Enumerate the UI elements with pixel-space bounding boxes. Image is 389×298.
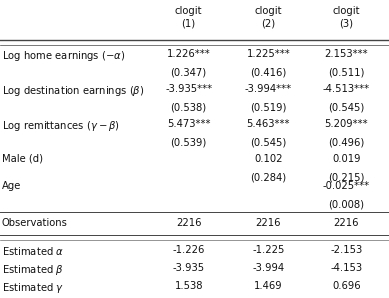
Text: Log remittances $(\gamma - \beta)$: Log remittances $(\gamma - \beta)$ — [2, 119, 120, 133]
Text: Log home earnings $(-\alpha)$: Log home earnings $(-\alpha)$ — [2, 49, 125, 63]
Text: 5.463***: 5.463*** — [247, 119, 290, 129]
Text: -3.935***: -3.935*** — [165, 84, 212, 94]
Text: 5.473***: 5.473*** — [167, 119, 210, 129]
Text: 2216: 2216 — [333, 218, 359, 228]
Text: Estimated $\beta$: Estimated $\beta$ — [2, 263, 64, 277]
Text: clogit
(3): clogit (3) — [333, 6, 360, 28]
Text: (0.519): (0.519) — [250, 103, 287, 113]
Text: -3.994: -3.994 — [252, 263, 284, 273]
Text: (0.215): (0.215) — [328, 172, 364, 182]
Text: (0.545): (0.545) — [328, 103, 364, 113]
Text: -0.025***: -0.025*** — [322, 181, 370, 191]
Text: Male (d): Male (d) — [2, 154, 43, 164]
Text: -1.226: -1.226 — [172, 245, 205, 255]
Text: 2.153***: 2.153*** — [324, 49, 368, 59]
Text: 1.469: 1.469 — [254, 281, 283, 291]
Text: 2216: 2216 — [256, 218, 281, 228]
Text: (0.545): (0.545) — [250, 137, 287, 148]
Text: (0.008): (0.008) — [328, 200, 364, 210]
Text: clogit
(2): clogit (2) — [255, 6, 282, 28]
Text: Estimated $\alpha$: Estimated $\alpha$ — [2, 245, 64, 257]
Text: Observations: Observations — [2, 218, 68, 228]
Text: 0.019: 0.019 — [332, 154, 361, 164]
Text: 1.225***: 1.225*** — [247, 49, 290, 59]
Text: Estimated $\gamma$: Estimated $\gamma$ — [2, 281, 64, 295]
Text: (0.284): (0.284) — [251, 172, 286, 182]
Text: Log destination earnings $(\beta)$: Log destination earnings $(\beta)$ — [2, 84, 144, 98]
Text: -3.935: -3.935 — [173, 263, 205, 273]
Text: clogit
(1): clogit (1) — [175, 6, 202, 28]
Text: (0.539): (0.539) — [170, 137, 207, 148]
Text: (0.538): (0.538) — [171, 103, 207, 113]
Text: 0.696: 0.696 — [332, 281, 361, 291]
Text: (0.347): (0.347) — [171, 68, 207, 78]
Text: (0.416): (0.416) — [250, 68, 287, 78]
Text: -2.153: -2.153 — [330, 245, 362, 255]
Text: Age: Age — [2, 181, 21, 191]
Text: 2216: 2216 — [176, 218, 202, 228]
Text: (0.496): (0.496) — [328, 137, 364, 148]
Text: 5.209***: 5.209*** — [324, 119, 368, 129]
Text: -3.994***: -3.994*** — [245, 84, 292, 94]
Text: -1.225: -1.225 — [252, 245, 285, 255]
Text: (0.511): (0.511) — [328, 68, 364, 78]
Text: 0.102: 0.102 — [254, 154, 283, 164]
Text: 1.226***: 1.226*** — [167, 49, 210, 59]
Text: -4.153: -4.153 — [330, 263, 362, 273]
Text: -4.513***: -4.513*** — [322, 84, 370, 94]
Text: 1.538: 1.538 — [174, 281, 203, 291]
